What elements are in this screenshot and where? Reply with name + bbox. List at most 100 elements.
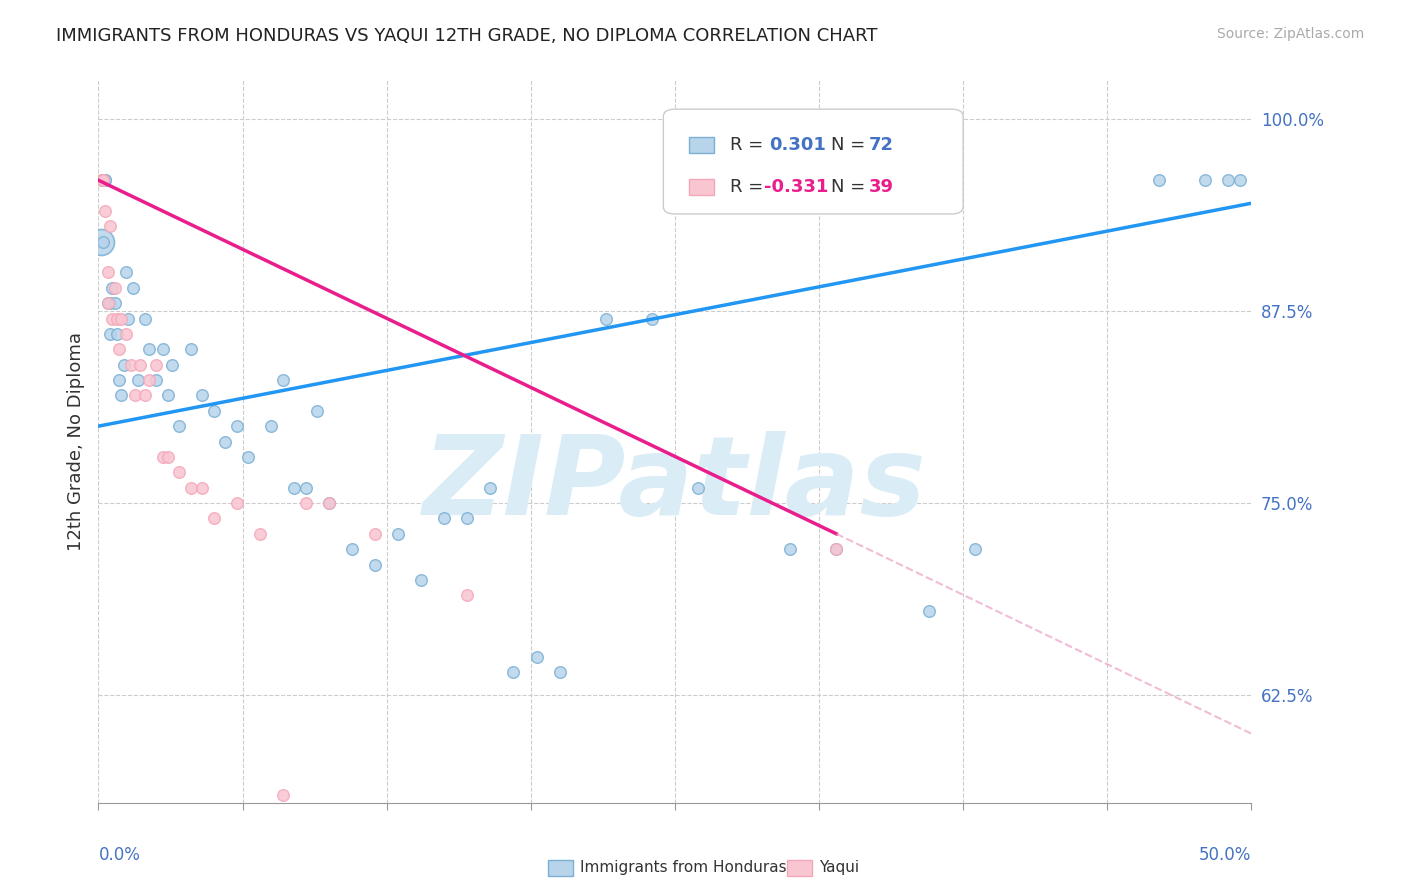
Point bbox=[105, 311, 128, 326]
Point bbox=[115, 326, 138, 341]
Point bbox=[91, 173, 114, 187]
Point bbox=[318, 496, 340, 510]
Point bbox=[202, 511, 225, 525]
Point bbox=[260, 419, 283, 434]
Point bbox=[134, 388, 156, 402]
Text: N =: N = bbox=[831, 136, 870, 154]
Point bbox=[156, 450, 179, 464]
Point bbox=[180, 343, 202, 357]
Bar bbox=[787, 860, 813, 876]
Point bbox=[225, 419, 247, 434]
Point bbox=[1194, 173, 1216, 187]
Text: N =: N = bbox=[831, 178, 870, 196]
Point bbox=[963, 542, 986, 557]
Text: Immigrants from Honduras: Immigrants from Honduras bbox=[581, 860, 787, 875]
Point bbox=[917, 604, 939, 618]
Text: 0.301: 0.301 bbox=[769, 136, 827, 154]
Point bbox=[364, 526, 387, 541]
Point bbox=[1218, 173, 1240, 187]
Bar bbox=[689, 137, 714, 153]
Point bbox=[112, 358, 135, 372]
Point bbox=[191, 481, 214, 495]
Point bbox=[364, 558, 387, 572]
Point bbox=[98, 219, 121, 234]
Point bbox=[283, 481, 305, 495]
Text: Source: ZipAtlas.com: Source: ZipAtlas.com bbox=[1216, 27, 1364, 41]
Point bbox=[97, 265, 120, 279]
Point bbox=[318, 496, 340, 510]
Point bbox=[108, 373, 131, 387]
Point bbox=[98, 296, 121, 310]
Point bbox=[129, 358, 152, 372]
Point bbox=[94, 203, 117, 218]
Point bbox=[191, 388, 214, 402]
Point bbox=[686, 481, 709, 495]
Point bbox=[110, 311, 132, 326]
Point bbox=[180, 481, 202, 495]
Point bbox=[433, 511, 456, 525]
Point bbox=[115, 265, 138, 279]
Point bbox=[271, 788, 294, 802]
Point bbox=[127, 373, 149, 387]
Point bbox=[238, 450, 260, 464]
Point bbox=[138, 343, 160, 357]
Point bbox=[103, 296, 125, 310]
Point bbox=[101, 311, 124, 326]
Point bbox=[105, 326, 128, 341]
Point bbox=[110, 388, 132, 402]
Point bbox=[91, 235, 114, 249]
Point bbox=[152, 450, 174, 464]
Point bbox=[641, 311, 664, 326]
Point bbox=[156, 388, 179, 402]
Point bbox=[214, 434, 236, 449]
Point bbox=[101, 281, 124, 295]
Point bbox=[145, 358, 167, 372]
Text: 39: 39 bbox=[869, 178, 894, 196]
Point bbox=[779, 542, 801, 557]
Point bbox=[152, 343, 174, 357]
Point bbox=[202, 404, 225, 418]
Text: 72: 72 bbox=[869, 136, 894, 154]
FancyBboxPatch shape bbox=[664, 109, 963, 214]
Point bbox=[249, 526, 271, 541]
Text: ZIPatlas: ZIPatlas bbox=[423, 432, 927, 539]
Point bbox=[456, 511, 478, 525]
Point bbox=[120, 358, 142, 372]
Y-axis label: 12th Grade, No Diploma: 12th Grade, No Diploma bbox=[66, 332, 84, 551]
Point bbox=[1147, 173, 1170, 187]
Point bbox=[145, 373, 167, 387]
Text: R =: R = bbox=[730, 178, 769, 196]
Point bbox=[825, 542, 848, 557]
Point bbox=[94, 173, 117, 187]
Text: IMMIGRANTS FROM HONDURAS VS YAQUI 12TH GRADE, NO DIPLOMA CORRELATION CHART: IMMIGRANTS FROM HONDURAS VS YAQUI 12TH G… bbox=[56, 27, 877, 45]
Text: Yaqui: Yaqui bbox=[820, 860, 859, 875]
Point bbox=[90, 235, 112, 249]
Text: 50.0%: 50.0% bbox=[1199, 847, 1251, 864]
Point bbox=[117, 311, 139, 326]
Point bbox=[94, 173, 117, 187]
Point bbox=[124, 388, 146, 402]
Point bbox=[138, 373, 160, 387]
Point bbox=[160, 358, 183, 372]
Point bbox=[90, 173, 112, 187]
Point bbox=[387, 526, 409, 541]
Point bbox=[340, 542, 363, 557]
Point bbox=[411, 573, 433, 587]
Text: -0.331: -0.331 bbox=[763, 178, 828, 196]
Point bbox=[97, 296, 120, 310]
Point bbox=[91, 173, 114, 187]
Point bbox=[479, 481, 502, 495]
Text: R =: R = bbox=[730, 136, 769, 154]
Point bbox=[548, 665, 571, 680]
Point bbox=[526, 649, 548, 664]
Point bbox=[307, 404, 329, 418]
Point bbox=[595, 311, 617, 326]
Point bbox=[167, 419, 190, 434]
Point bbox=[456, 588, 478, 602]
Point bbox=[295, 481, 318, 495]
Bar bbox=[689, 179, 714, 194]
Point bbox=[295, 496, 318, 510]
Bar bbox=[548, 860, 574, 876]
Point bbox=[225, 496, 247, 510]
Point bbox=[97, 296, 120, 310]
